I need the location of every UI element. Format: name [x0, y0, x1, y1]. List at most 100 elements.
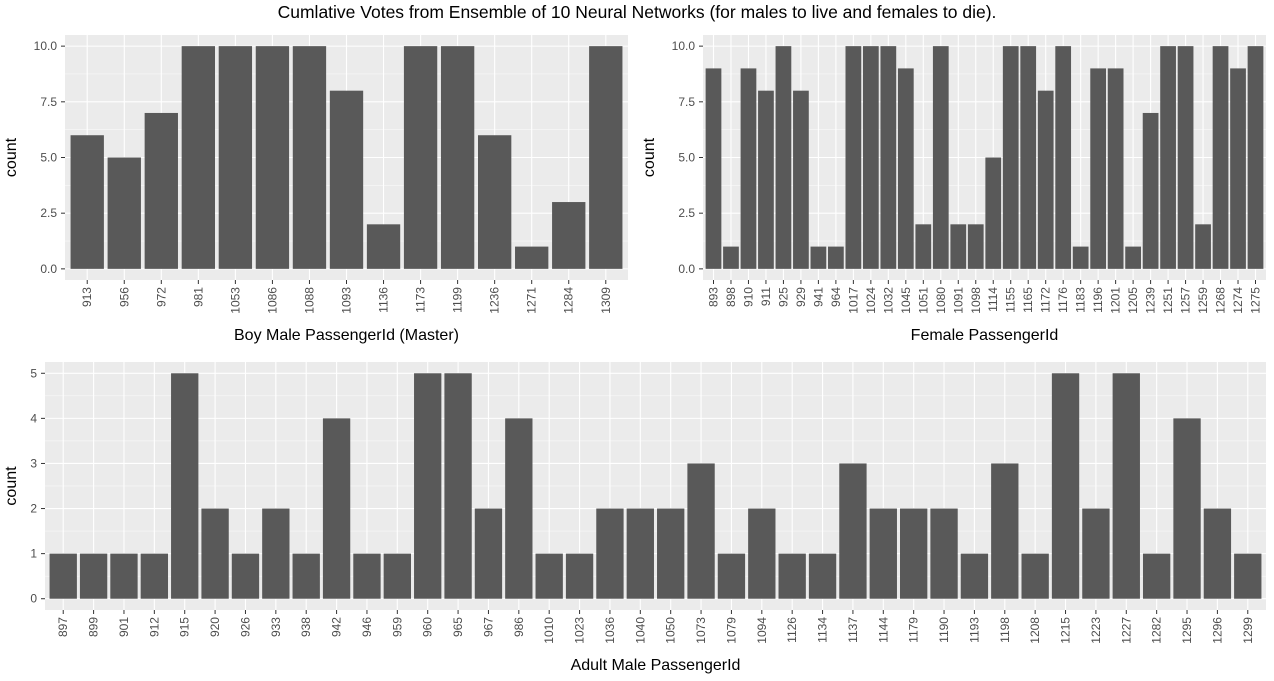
x-tick-label: 1190: [937, 617, 951, 643]
x-tick-label: 1136: [377, 287, 391, 313]
bar: [589, 46, 623, 269]
x-tick-label: 1050: [664, 617, 678, 644]
bar: [79, 553, 108, 599]
x-tick-label: 1223: [1089, 617, 1103, 644]
x-tick-label: 1201: [1109, 287, 1123, 314]
bar: [1112, 373, 1140, 599]
bar: [1002, 46, 1019, 269]
bar: [1090, 68, 1107, 269]
y-axis-title: count: [3, 466, 20, 506]
x-tick-label: 1165: [1021, 287, 1035, 313]
x-tick-label: 1073: [694, 617, 708, 644]
bar: [171, 373, 199, 599]
bar: [1037, 90, 1054, 269]
bar: [218, 46, 253, 269]
bar: [107, 157, 141, 269]
x-tick-label: 1205: [1126, 287, 1140, 314]
x-tick-label: 1173: [414, 287, 428, 313]
bar: [626, 508, 654, 599]
x-tick-label: 1275: [1249, 287, 1263, 314]
x-tick-label: 920: [208, 617, 222, 637]
x-tick-label: 911: [759, 287, 773, 306]
bar: [1195, 224, 1211, 269]
x-tick-label: 1239: [1144, 287, 1158, 314]
x-tick-label: 1091: [951, 287, 965, 314]
bar: [1203, 508, 1232, 599]
x-tick-label: 1017: [846, 287, 860, 314]
x-tick-label: 910: [741, 287, 755, 307]
x-tick-label: 1098: [969, 287, 983, 314]
bar: [778, 553, 806, 599]
x-tick-label: 1196: [1091, 287, 1105, 313]
bar: [1020, 46, 1037, 269]
x-tick-label: 1144: [876, 617, 890, 643]
x-tick-label: 942: [330, 617, 344, 637]
bar: [775, 46, 792, 269]
x-tick-label: 926: [238, 617, 252, 637]
bar: [1142, 553, 1171, 599]
x-tick-label: 1236: [488, 287, 502, 314]
y-axis-title: count: [3, 137, 20, 177]
x-tick-label: 1309: [599, 287, 613, 314]
x-tick-label: 1193: [967, 617, 981, 643]
bar: [366, 224, 401, 269]
x-tick-label: 964: [829, 287, 843, 307]
y-tick-label: 0.0: [40, 262, 57, 276]
x-tick-label: 1024: [864, 287, 878, 314]
bar: [565, 553, 594, 599]
bar: [687, 463, 715, 599]
bar: [477, 135, 512, 269]
bar: [1247, 46, 1264, 269]
x-tick-label: 1053: [228, 287, 242, 314]
bar: [403, 46, 438, 269]
bar: [110, 553, 138, 599]
x-tick-label: 981: [191, 287, 205, 307]
bar: [414, 373, 442, 599]
bar: [505, 418, 533, 599]
bar: [985, 157, 1002, 269]
y-axis-title: count: [641, 137, 658, 177]
bar: [810, 246, 827, 269]
x-tick-label: 1295: [1180, 617, 1194, 644]
x-tick-label: 1183: [1074, 287, 1088, 313]
x-tick-label: 915: [178, 617, 192, 637]
y-tick-label: 5: [30, 366, 37, 380]
bar: [808, 553, 837, 599]
x-tick-label: 1176: [1056, 287, 1070, 313]
y-tick-label: 7.5: [678, 95, 695, 109]
bar: [353, 553, 381, 599]
x-axis-title: Female PassengerId: [911, 327, 1059, 344]
bar: [845, 46, 862, 269]
y-tick-label: 7.5: [40, 95, 57, 109]
x-tick-label: 1257: [1179, 287, 1193, 314]
x-tick-label: 1155: [1004, 287, 1018, 313]
y-tick-label: 10.0: [34, 39, 58, 53]
bar: [1072, 246, 1089, 269]
x-tick-label: 946: [360, 617, 374, 637]
bar: [932, 46, 949, 269]
x-tick-label: 929: [794, 287, 808, 307]
bar: [1173, 418, 1201, 599]
x-tick-label: 1208: [1028, 617, 1042, 644]
x-tick-label: 1023: [573, 617, 587, 644]
bar: [140, 553, 169, 599]
bar: [292, 553, 320, 599]
bar: [1212, 46, 1229, 269]
bar: [991, 463, 1019, 599]
x-tick-label: 933: [269, 617, 283, 637]
bar: [657, 508, 685, 599]
bar: [70, 135, 104, 269]
bar: [515, 246, 549, 269]
bar: [862, 46, 879, 269]
chart-panel-3: 0 1 2 3 4 5 897 899 901 912 915 920 926 933 938 942 946 9…: [3, 362, 1266, 674]
y-tick-label: 5.0: [40, 151, 57, 165]
x-tick-label: 1284: [562, 287, 576, 314]
bar: [1160, 46, 1176, 269]
x-tick-label: 1299: [1241, 617, 1255, 644]
y-tick-label: 3: [30, 456, 37, 470]
bar: [262, 508, 290, 599]
y-tick-label: 1: [30, 547, 37, 561]
bar: [740, 68, 757, 269]
bar: [444, 373, 472, 599]
